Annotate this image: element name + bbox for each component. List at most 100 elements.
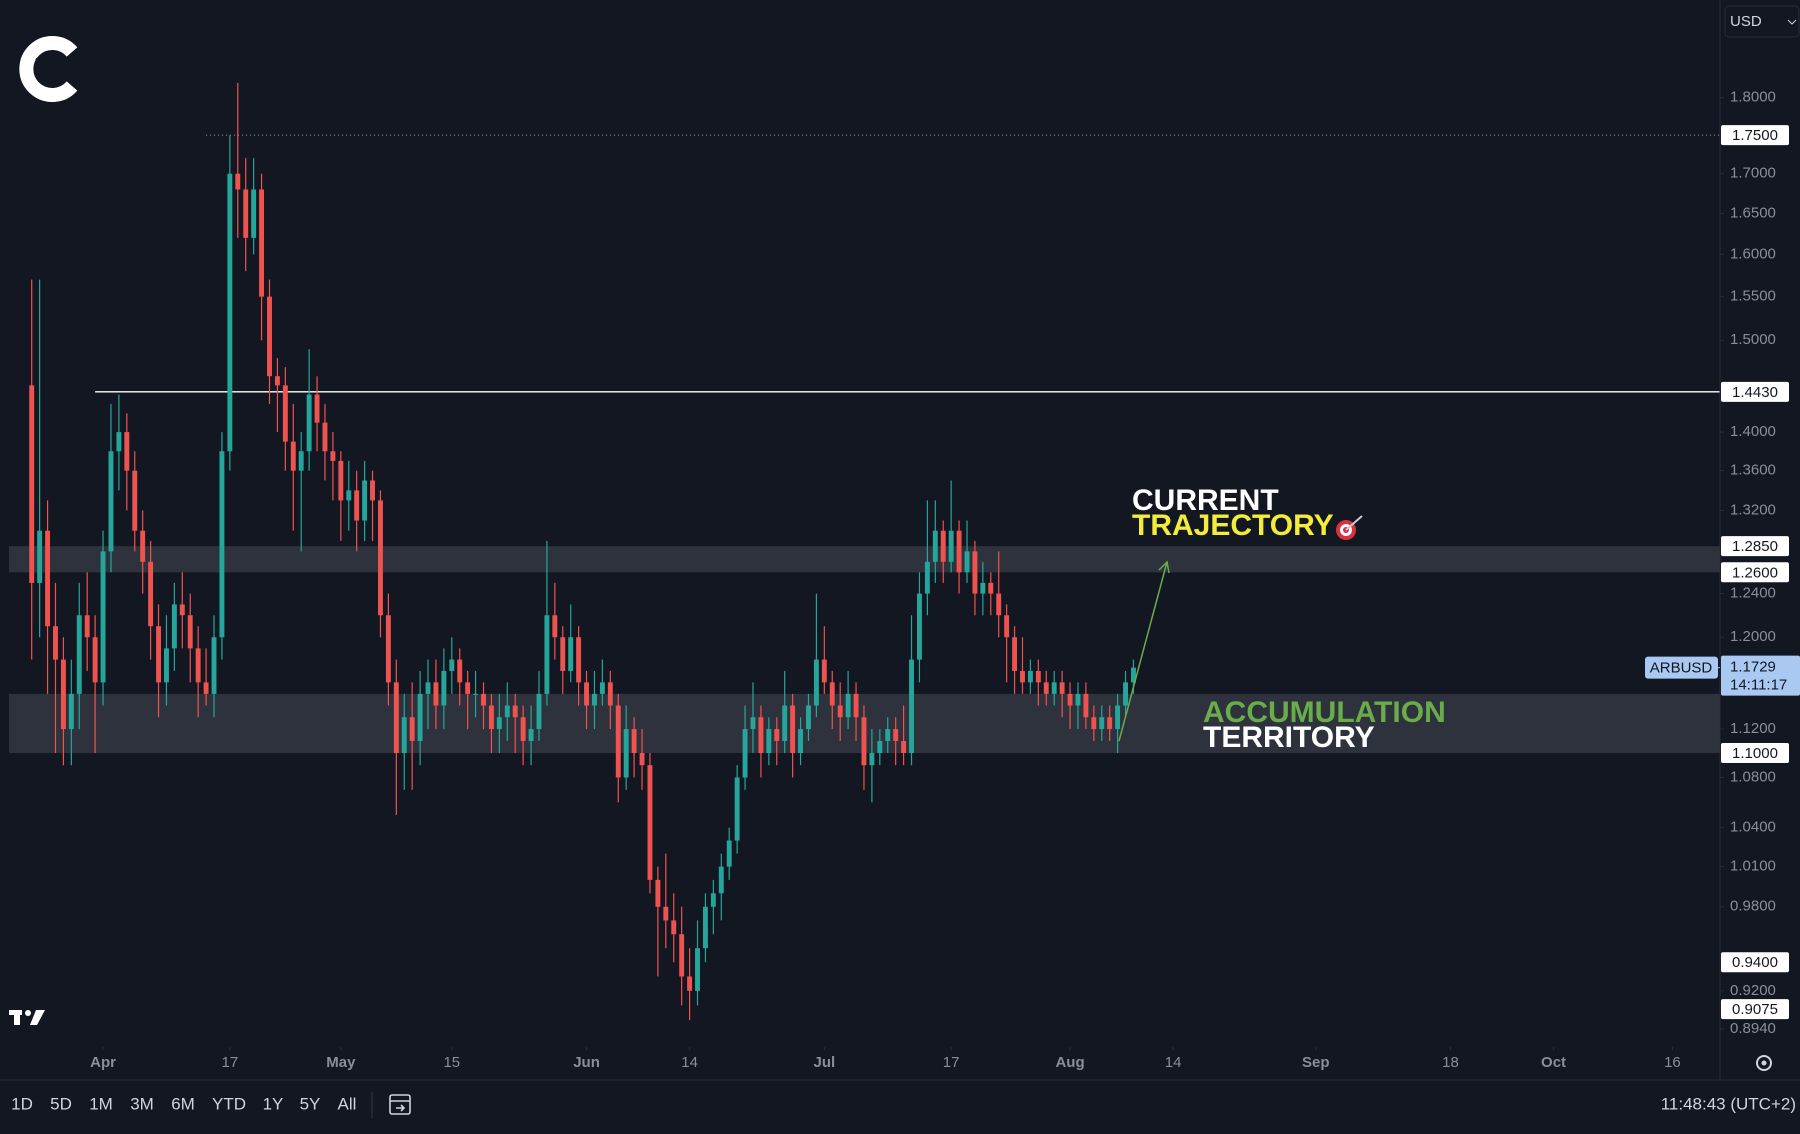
candle-body (520, 717, 526, 742)
candle-body (552, 615, 558, 638)
candle-body (251, 189, 257, 238)
toolbar: 1D 5D 1M 3M 6M YTD 1Y 5Y All (11, 1094, 356, 1113)
candle-body (750, 717, 756, 730)
candles (29, 82, 1136, 1021)
goto-date-button[interactable] (389, 1094, 411, 1115)
candle-body (687, 976, 693, 991)
x-axis: Apr 17 May 15 Jun 14 Jul 17 Aug 14 Sep 18 Oct 16 (90, 1047, 1681, 1071)
candle-body (179, 604, 185, 616)
candle-body (1107, 717, 1113, 730)
candle-body (1067, 693, 1073, 706)
clock: 11:48:43 (UTC+2) (1661, 1094, 1796, 1113)
candle-body (1004, 615, 1010, 638)
range-button[interactable]: 1D (11, 1094, 33, 1113)
candle-body (393, 682, 399, 754)
candle-body (544, 615, 550, 694)
x-tick-label: 18 (1442, 1054, 1459, 1071)
candle-body (528, 729, 534, 742)
candle-body (853, 693, 859, 718)
y-tick-label: 1.0800 (1730, 768, 1776, 785)
range-button[interactable]: 3M (130, 1094, 154, 1113)
candle-body (576, 637, 582, 683)
candle-body (259, 189, 265, 297)
candle-body (893, 729, 899, 742)
candle-body (187, 615, 193, 649)
tradingview-logo (9, 1010, 45, 1025)
candle-body (68, 693, 74, 730)
y-tick-label: 1.5500 (1730, 288, 1776, 305)
candle-body (140, 530, 146, 562)
candle-body (702, 906, 708, 949)
candle-body (354, 490, 360, 521)
x-tick-label: Jun (573, 1054, 600, 1071)
annotation-text: TERRITORY (1203, 721, 1375, 754)
annotation-text: ACCUMULATION (1203, 696, 1446, 729)
settings-button[interactable] (1756, 1055, 1772, 1071)
candle-body (211, 637, 217, 694)
candle-body (774, 729, 780, 742)
level-label-box (1721, 743, 1789, 764)
y-tick-label: 1.2000 (1730, 628, 1776, 645)
candle-body (338, 460, 344, 501)
x-tick-label: Apr (90, 1054, 116, 1071)
candle-body (195, 648, 201, 683)
y-tick-label: 0.9200 (1730, 982, 1776, 999)
y-tick-label: 1.8000 (1730, 89, 1776, 106)
candle-body (282, 385, 288, 442)
trajectory-arrow (1118, 560, 1170, 742)
currency-label[interactable]: USD (1730, 13, 1762, 30)
dropdown-caret (1787, 19, 1797, 25)
range-button[interactable]: 1Y (263, 1094, 284, 1113)
candle-body (948, 530, 954, 562)
candle-body (861, 717, 867, 766)
candle-body (227, 173, 233, 452)
symbol-label: ARBUSD (1650, 660, 1713, 677)
candle-body (1027, 670, 1033, 683)
candle-body (837, 705, 843, 718)
level-label-box (1721, 999, 1789, 1020)
candle-body (663, 906, 669, 921)
candle-body (298, 451, 304, 471)
candle-body (1115, 705, 1121, 730)
candle-body (924, 561, 930, 594)
range-button[interactable]: 5Y (300, 1094, 321, 1113)
candle-body (964, 551, 970, 573)
zone (9, 546, 1720, 573)
candle-body (116, 432, 122, 452)
range-button[interactable]: 1M (89, 1094, 113, 1113)
candle-body (1075, 693, 1081, 706)
candle-body (877, 741, 883, 754)
level-label: 1.2600 (1732, 564, 1778, 581)
candle-body (481, 693, 486, 706)
y-tick-label: 1.3600 (1730, 462, 1776, 479)
level-label: 1.7500 (1732, 127, 1778, 144)
candle-body (710, 893, 716, 907)
range-button[interactable]: All (338, 1094, 357, 1113)
candle-body (330, 451, 336, 461)
candle-body (29, 385, 35, 583)
candle-body (235, 173, 241, 190)
candle-body (385, 615, 391, 683)
candle-body (441, 670, 447, 706)
candle-body (449, 659, 455, 671)
candle-body (219, 451, 225, 638)
candle-body (623, 729, 629, 778)
range-button[interactable]: 5D (50, 1094, 72, 1113)
level-label: 1.4430 (1732, 384, 1778, 401)
range-button[interactable]: YTD (212, 1094, 246, 1113)
candle-body (370, 480, 375, 501)
candle-body (758, 717, 764, 754)
candle-body (417, 693, 423, 742)
currency-select[interactable] (1724, 5, 1800, 38)
candle-body (916, 593, 922, 660)
candle-body (956, 530, 962, 573)
candle-body (536, 693, 542, 730)
candle-body (53, 626, 58, 660)
candle-body (568, 637, 574, 671)
candle-body (821, 659, 827, 683)
candle-body (599, 682, 605, 694)
range-button[interactable]: 6M (171, 1094, 195, 1113)
x-tick-label: 16 (1664, 1054, 1681, 1071)
level-label: 0.9075 (1732, 1001, 1778, 1018)
